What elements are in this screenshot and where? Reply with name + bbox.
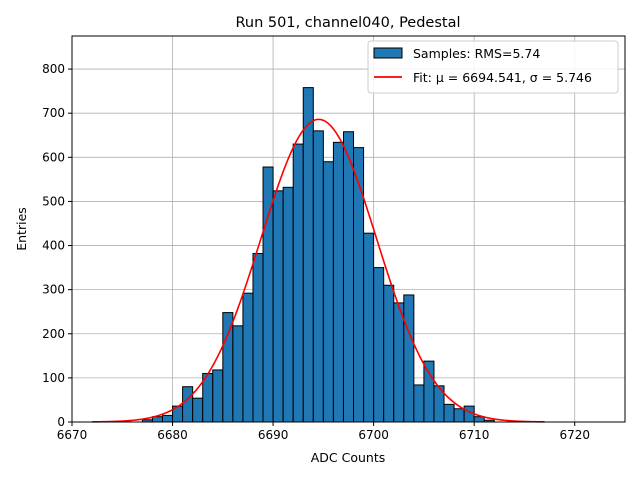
y-tick-label: 200 [42,327,65,341]
histogram-bar [322,161,334,423]
histogram-bar [373,267,385,423]
legend-box [367,40,619,94]
y-axis-label: Entries [14,207,29,251]
fit-curve-line [92,118,545,423]
histogram-bar [332,141,344,423]
histogram-bar [423,360,435,423]
fit-curve [92,118,545,423]
histogram-bar [292,143,304,423]
x-tick-label: 6700 [358,428,389,442]
histogram-bar [222,312,234,423]
x-tick-label: 6690 [258,428,289,442]
chart-title: Run 501, channel040, Pedestal [235,15,460,31]
legend-swatch-histogram [373,47,403,59]
histogram-bar [272,190,284,423]
x-tick-label: 6720 [559,428,590,442]
y-tick-label: 0 [57,415,65,429]
y-tick-label: 800 [42,62,65,76]
histogram-bar [192,397,204,423]
histogram-bar [312,130,324,423]
y-tick-label: 300 [42,283,65,297]
histogram-bars [141,87,495,423]
x-tick-label: 6710 [459,428,490,442]
histogram-bar [161,414,174,423]
legend: Samples: RMS=5.74 Fit: μ = 6694.541, σ =… [367,40,619,94]
legend-label-histogram: Samples: RMS=5.74 [413,46,540,61]
histogram-bar [443,403,455,423]
histogram-bar [302,87,314,423]
y-axis-ticks: 0 100 200 300 400 500 600 700 800 [42,62,72,429]
histogram-bar [383,284,395,423]
y-tick-label: 400 [42,239,65,253]
histogram-bar [282,186,294,423]
histogram-bar [453,408,465,423]
plot-frame [71,35,626,423]
x-axis-ticks: 6670 6680 6690 6700 6710 6720 [57,422,590,442]
histogram-bar [212,369,224,423]
histogram-bar [363,232,375,423]
x-tick-label: 6670 [57,428,88,442]
histogram-bar [473,416,485,423]
y-tick-label: 700 [42,106,65,120]
y-tick-label: 100 [42,371,65,385]
histogram-bar [393,302,405,423]
histogram-bar [252,252,264,423]
x-tick-label: 6680 [157,428,188,442]
histogram-bar [232,325,244,423]
histogram-bar [242,292,254,423]
histogram-bar [342,131,355,423]
histogram-bar [182,386,194,423]
x-axis-label: ADC Counts [311,450,386,465]
legend-label-fit: Fit: μ = 6694.541, σ = 5.746 [413,70,592,85]
histogram-bar [413,384,425,423]
y-tick-label: 500 [42,194,65,208]
histogram-bar [403,294,415,423]
y-tick-label: 600 [42,150,65,164]
histogram-bar [353,147,365,423]
